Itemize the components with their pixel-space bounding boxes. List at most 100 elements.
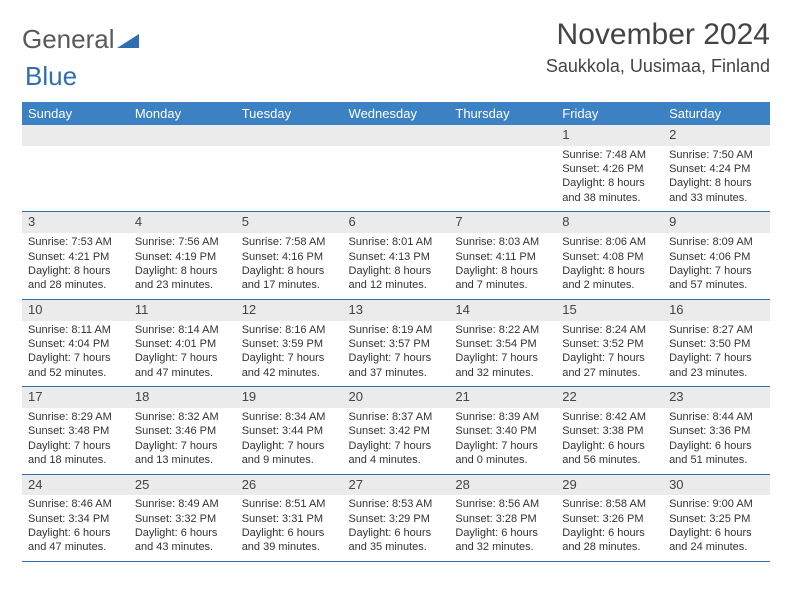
day-number-cell: 22 xyxy=(556,387,663,408)
day-detail-line: and 33 minutes. xyxy=(669,191,764,205)
day-detail-line: Sunrise: 7:48 AM xyxy=(562,148,657,162)
day-detail-line: Sunset: 3:28 PM xyxy=(455,512,550,526)
day-detail-cell: Sunrise: 7:58 AMSunset: 4:16 PMDaylight:… xyxy=(236,233,343,299)
day-number-cell: 5 xyxy=(236,212,343,233)
day-detail-line: and 32 minutes. xyxy=(455,366,550,380)
day-detail-line: Sunset: 3:48 PM xyxy=(28,424,123,438)
day-detail-line: Sunset: 3:44 PM xyxy=(242,424,337,438)
weekday-header: Wednesday xyxy=(343,102,450,125)
day-detail-line: Daylight: 6 hours xyxy=(28,526,123,540)
day-detail-line: Sunrise: 8:06 AM xyxy=(562,235,657,249)
day-detail-line: Sunrise: 8:29 AM xyxy=(28,410,123,424)
day-number-cell: 20 xyxy=(343,387,450,408)
weekday-header: Saturday xyxy=(663,102,770,125)
day-detail-line: and 37 minutes. xyxy=(349,366,444,380)
day-number-cell: 25 xyxy=(129,474,236,495)
day-detail-cell xyxy=(22,146,129,212)
day-detail-line: and 43 minutes. xyxy=(135,540,230,554)
day-detail-line: Sunset: 3:54 PM xyxy=(455,337,550,351)
weekday-header: Sunday xyxy=(22,102,129,125)
day-detail-cell: Sunrise: 8:19 AMSunset: 3:57 PMDaylight:… xyxy=(343,321,450,387)
day-number-cell: 3 xyxy=(22,212,129,233)
day-number-row: 3456789 xyxy=(22,212,770,233)
day-detail-line: Sunrise: 7:53 AM xyxy=(28,235,123,249)
day-number-cell xyxy=(449,125,556,146)
day-detail-line: Daylight: 7 hours xyxy=(669,264,764,278)
weekday-header: Tuesday xyxy=(236,102,343,125)
day-detail-line: Daylight: 6 hours xyxy=(349,526,444,540)
day-detail-line: Daylight: 7 hours xyxy=(562,351,657,365)
weekday-header: Friday xyxy=(556,102,663,125)
day-detail-line: Daylight: 8 hours xyxy=(562,264,657,278)
weekday-header: Thursday xyxy=(449,102,556,125)
day-number-cell: 8 xyxy=(556,212,663,233)
day-detail-line: Sunset: 4:01 PM xyxy=(135,337,230,351)
day-detail-line: Sunset: 3:46 PM xyxy=(135,424,230,438)
day-detail-line: Sunrise: 9:00 AM xyxy=(669,497,764,511)
day-detail-cell: Sunrise: 8:49 AMSunset: 3:32 PMDaylight:… xyxy=(129,495,236,561)
day-number-row: 10111213141516 xyxy=(22,299,770,320)
day-detail-line: Sunset: 3:25 PM xyxy=(669,512,764,526)
day-detail-line: Sunset: 3:34 PM xyxy=(28,512,123,526)
day-number-cell: 30 xyxy=(663,474,770,495)
day-detail-line: Daylight: 6 hours xyxy=(669,526,764,540)
day-detail-row: Sunrise: 8:29 AMSunset: 3:48 PM Daylight:… xyxy=(22,408,770,474)
day-number-row: 17181920212223 xyxy=(22,387,770,408)
day-detail-line: and 0 minutes. xyxy=(455,453,550,467)
day-detail-line: Daylight: 6 hours xyxy=(669,439,764,453)
day-detail-line: Sunset: 3:29 PM xyxy=(349,512,444,526)
day-detail-line: Sunset: 3:42 PM xyxy=(349,424,444,438)
day-number-cell: 17 xyxy=(22,387,129,408)
day-detail-line: Sunset: 4:16 PM xyxy=(242,250,337,264)
day-number-row: 12 xyxy=(22,125,770,146)
day-detail-line: and 52 minutes. xyxy=(28,366,123,380)
day-detail-line: Daylight: 6 hours xyxy=(242,526,337,540)
day-detail-line: Sunset: 3:32 PM xyxy=(135,512,230,526)
day-detail-line: and 28 minutes. xyxy=(28,278,123,292)
day-detail-line: and 39 minutes. xyxy=(242,540,337,554)
day-detail-line: Sunrise: 8:44 AM xyxy=(669,410,764,424)
day-detail-line: Sunrise: 8:58 AM xyxy=(562,497,657,511)
day-detail-line: Sunset: 4:06 PM xyxy=(669,250,764,264)
day-detail-line: Sunrise: 8:42 AM xyxy=(562,410,657,424)
day-detail-line: and 23 minutes. xyxy=(669,366,764,380)
day-number-row: 24252627282930 xyxy=(22,474,770,495)
day-detail-line: Daylight: 7 hours xyxy=(242,439,337,453)
location-text: Saukkola, Uusimaa, Finland xyxy=(546,56,770,77)
logo-triangle-icon xyxy=(117,24,139,55)
day-detail-cell: Sunrise: 8:09 AMSunset: 4:06 PMDaylight:… xyxy=(663,233,770,299)
day-detail-cell: Sunrise: 7:53 AMSunset: 4:21 PMDaylight:… xyxy=(22,233,129,299)
calendar-table: Sunday Monday Tuesday Wednesday Thursday… xyxy=(22,102,770,562)
day-detail-line: Sunrise: 8:53 AM xyxy=(349,497,444,511)
day-detail-row: Sunrise: 8:11 AMSunset: 4:04 PMDaylight:… xyxy=(22,321,770,387)
day-detail-line: Daylight: 8 hours xyxy=(242,264,337,278)
day-number-cell xyxy=(343,125,450,146)
day-detail-line: and 56 minutes. xyxy=(562,453,657,467)
day-detail-cell: Sunrise: 8:32 AMSunset: 3:46 PMDaylight:… xyxy=(129,408,236,474)
day-detail-line: and 47 minutes. xyxy=(135,366,230,380)
day-detail-line: Sunset: 4:04 PM xyxy=(28,337,123,351)
month-title: November 2024 xyxy=(546,18,770,52)
day-detail-cell: Sunrise: 8:44 AMSunset: 3:36 PMDaylight:… xyxy=(663,408,770,474)
day-number-cell: 13 xyxy=(343,299,450,320)
day-detail-line: Sunset: 3:59 PM xyxy=(242,337,337,351)
day-detail-line: Sunrise: 7:56 AM xyxy=(135,235,230,249)
day-detail-cell: Sunrise: 8:01 AMSunset: 4:13 PMDaylight:… xyxy=(343,233,450,299)
day-detail-cell: Sunrise: 7:50 AMSunset: 4:24 PMDaylight:… xyxy=(663,146,770,212)
day-detail-cell: Sunrise: 8:42 AMSunset: 3:38 PMDaylight:… xyxy=(556,408,663,474)
day-detail-line: and 38 minutes. xyxy=(562,191,657,205)
day-detail-line: and 2 minutes. xyxy=(562,278,657,292)
title-block: November 2024 Saukkola, Uusimaa, Finland xyxy=(546,18,770,77)
day-detail-line: Sunset: 4:08 PM xyxy=(562,250,657,264)
logo-text-general: General xyxy=(22,24,115,55)
day-detail-line: Sunrise: 8:34 AM xyxy=(242,410,337,424)
day-detail-line: Daylight: 6 hours xyxy=(562,439,657,453)
day-detail-line: Daylight: 7 hours xyxy=(135,439,230,453)
day-detail-line: Sunrise: 8:51 AM xyxy=(242,497,337,511)
day-detail-cell: Sunrise: 8:58 AMSunset: 3:26 PMDaylight:… xyxy=(556,495,663,561)
day-detail-line: and 35 minutes. xyxy=(349,540,444,554)
day-detail-row: Sunrise: 7:53 AMSunset: 4:21 PMDaylight:… xyxy=(22,233,770,299)
day-detail-line: Daylight: 7 hours xyxy=(349,351,444,365)
day-detail-line: Daylight: 7 hours xyxy=(28,351,123,365)
day-number-cell: 11 xyxy=(129,299,236,320)
